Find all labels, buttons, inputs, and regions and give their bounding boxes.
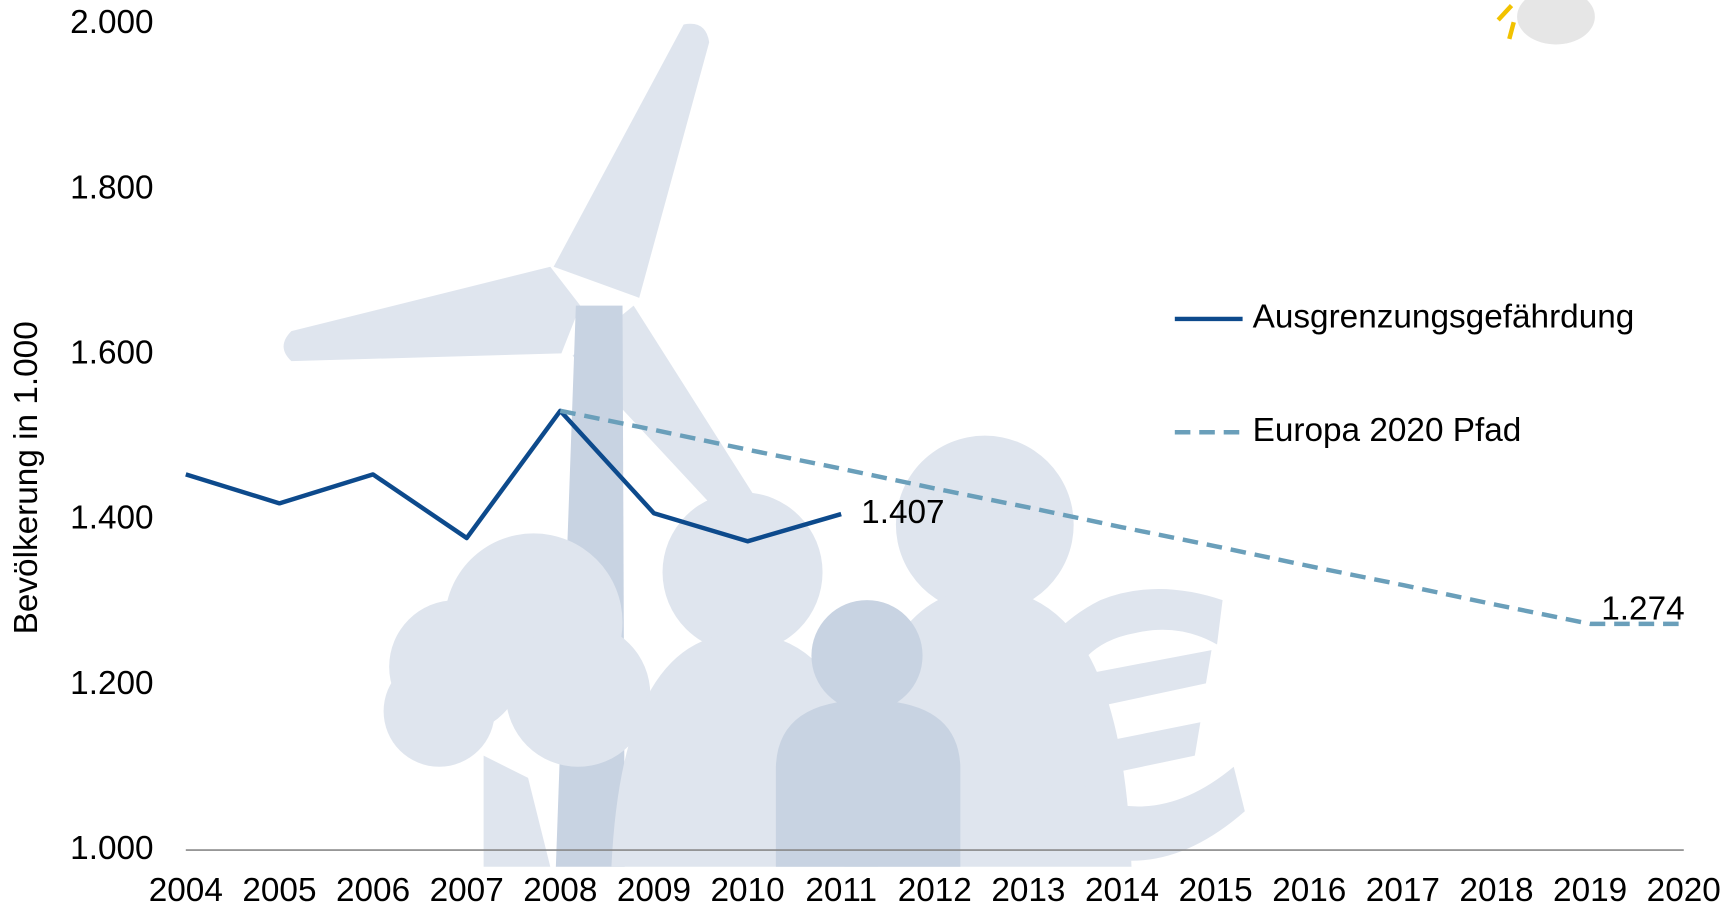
- x-tick-label: 2006: [336, 872, 410, 909]
- weather-icon: [1517, 0, 1595, 44]
- x-tick-label: 2018: [1459, 872, 1533, 909]
- y-tick-label: 1.400: [70, 500, 153, 537]
- person: [663, 492, 823, 652]
- data-label: 1.274: [1601, 590, 1684, 627]
- x-tick-label: 2019: [1553, 872, 1627, 909]
- child: [776, 700, 960, 867]
- y-tick-label: 2.000: [70, 4, 153, 41]
- x-tick-label: 2007: [430, 872, 504, 909]
- x-tick-label: 2014: [1085, 872, 1159, 909]
- x-tick-label: 2008: [523, 872, 597, 909]
- child: [811, 600, 922, 711]
- x-tick-label: 2009: [617, 872, 691, 909]
- x-tick-label: 2013: [991, 872, 1065, 909]
- x-tick-label: 2004: [149, 872, 223, 909]
- y-tick-label: 1.200: [70, 665, 153, 702]
- data-label: 1.407: [861, 494, 944, 531]
- wind-blade: [284, 267, 581, 361]
- x-tick-label: 2005: [242, 872, 316, 909]
- weather-icon: [1498, 6, 1514, 39]
- x-tick-label: 2020: [1647, 872, 1721, 909]
- tree: [384, 656, 495, 767]
- x-tick-label: 2016: [1272, 872, 1346, 909]
- x-tick-label: 2017: [1366, 872, 1440, 909]
- y-tick-label: 1.000: [70, 830, 153, 867]
- legend-label: Ausgrenzungsgefährdung: [1253, 299, 1635, 336]
- chart: Bevölkerung in 1.000 1.000 1.200 1.400 1.60…: [0, 0, 1734, 909]
- x-tick-label: 2012: [898, 872, 972, 909]
- x-tick-label: 2015: [1179, 872, 1253, 909]
- y-tick-label: 1.800: [70, 169, 153, 206]
- page: Bevölkerung in 1.000 1.000 1.200 1.400 1.60…: [0, 0, 1734, 909]
- wind-blade: [554, 24, 710, 298]
- y-tick-label: 1.600: [70, 335, 153, 372]
- x-tick-label: 2010: [710, 872, 784, 909]
- x-tick-label: 2011: [805, 872, 877, 909]
- y-axis-title: Bevölkerung in 1.000: [8, 321, 45, 634]
- legend-label: Europa 2020 Pfad: [1253, 412, 1522, 449]
